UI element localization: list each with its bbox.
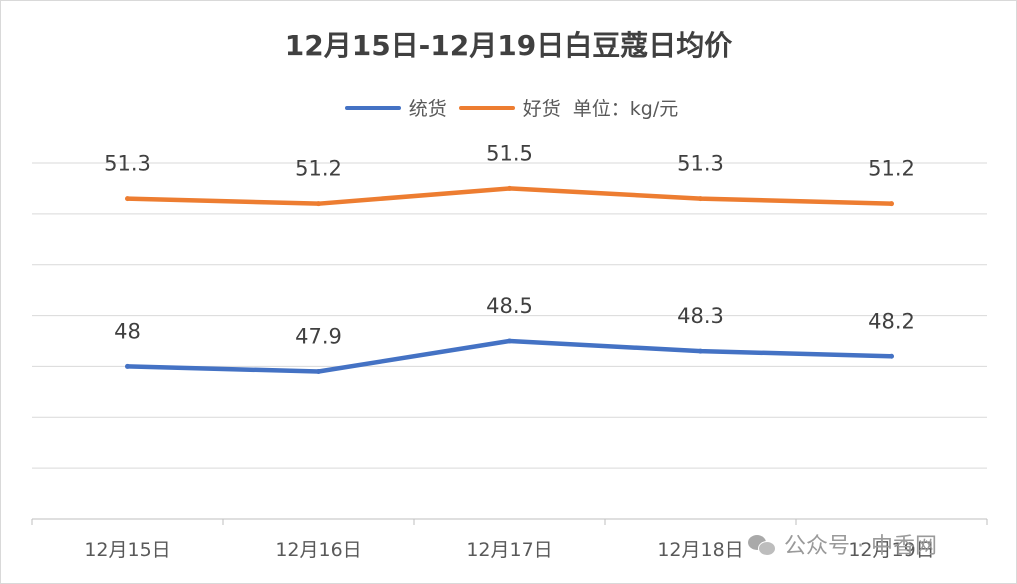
watermark: 公众号 · 中香网 [748,528,937,560]
data-point [507,185,512,191]
data-label: 51.2 [868,157,915,181]
legend-swatch-series-1 [344,105,401,110]
data-point [889,201,894,207]
data-label: 48.3 [677,304,724,328]
data-point [698,348,703,354]
data-label: 47.9 [295,325,342,349]
data-point [698,196,703,202]
data-point [889,353,894,359]
data-label: 51.3 [677,152,724,176]
x-tick-label: 12月16日 [275,539,361,561]
data-label: 48 [114,319,141,343]
data-point [125,196,130,202]
legend-item-series-1: 统货 [344,94,447,121]
data-point [316,201,321,207]
x-tick-label: 12月15日 [84,539,170,561]
legend-unit-label: 单位：kg/元 [572,98,679,120]
chart-title: 12月15日-12月19日白豆蔻日均价 [284,29,733,62]
x-tick-label: 12月18日 [657,539,743,561]
data-label: 51.5 [486,141,533,165]
legend-swatch-series-2 [458,105,515,110]
watermark-text: 公众号 · 中香网 [784,534,937,559]
x-tick-label: 12月17日 [466,539,552,561]
chart-legend: 统货 好货 单位：kg/元 [0,94,1017,121]
data-label: 48.2 [868,309,915,333]
data-label: 48.5 [486,294,533,318]
legend-label-series-2: 好货 [522,98,561,120]
x-tick-label: 12月19日 [848,539,934,561]
data-label: 51.2 [295,157,342,181]
legend-item-series-2: 好货 [458,94,561,121]
legend-label-series-1: 统货 [408,98,447,120]
data-label: 51.3 [104,152,151,176]
series-line-1 [125,338,894,374]
data-point [125,363,130,369]
wechat-icon [748,533,776,556]
data-point [507,338,512,344]
data-point [316,369,321,375]
